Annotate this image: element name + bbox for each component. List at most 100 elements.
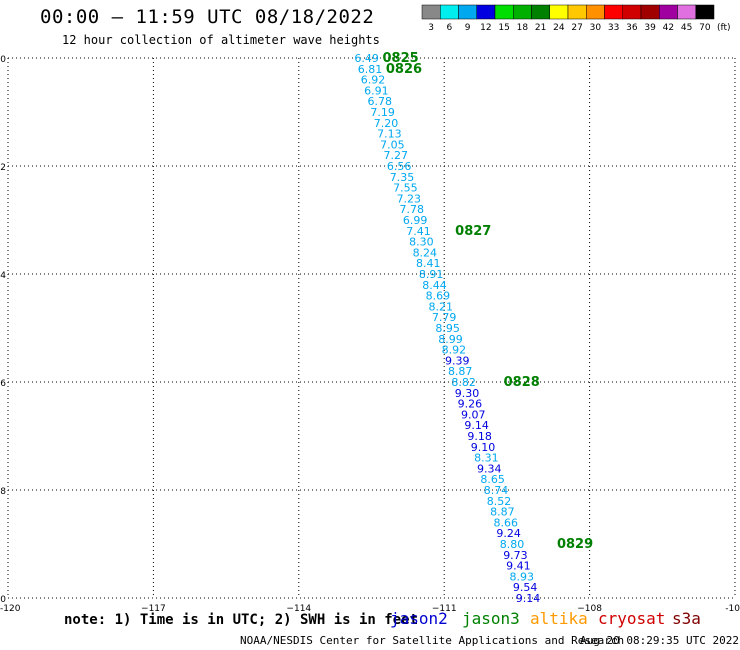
colorbar-label: 70 [699, 23, 711, 33]
generated-timestamp: Aug 20 08:29:35 UTC 2022 [580, 634, 739, 647]
legend-s3a: s3a [672, 609, 701, 628]
colorbar-label: 9 [465, 23, 471, 33]
colorbar-swatch [440, 4, 459, 20]
y-tick-label: -2 [0, 163, 6, 173]
wave-height-label: 8.21 [429, 300, 454, 313]
colorbar-label: 39 [644, 23, 656, 33]
y-tick-label: 0 [0, 55, 6, 65]
colorbar-swatch [622, 4, 642, 20]
x-tick-label: -120 [0, 604, 21, 614]
colorbar-label: 15 [498, 23, 509, 33]
wave-height-label: 7.35 [390, 171, 415, 184]
wave-height-label: 8.93 [509, 570, 534, 583]
wave-height-label: 9.26 [458, 398, 483, 411]
wave-height-label: 7.41 [406, 225, 431, 238]
colorbar-swatch [531, 4, 550, 20]
wave-height-label: 9.73 [503, 549, 528, 562]
wave-height-label: 6.78 [367, 95, 392, 108]
wave-height-label: 7.23 [397, 192, 422, 205]
colorbar-label: 27 [571, 23, 582, 33]
wave-height-label: 7.19 [370, 106, 395, 119]
wave-height-label: 9.54 [513, 581, 538, 594]
wave-height-label: 9.14 [516, 592, 541, 605]
wave-height-label: 7.55 [393, 182, 418, 195]
x-tick-label: −111 [432, 604, 457, 614]
wave-height-label: 6.56 [387, 160, 412, 173]
time-label: 0826 [386, 62, 422, 77]
wave-height-label: 6.49 [354, 52, 379, 65]
wave-height-label: 7.78 [399, 203, 424, 216]
colorbar-swatch [640, 4, 660, 20]
time-label: 0825 [382, 51, 418, 66]
chart-title: 00:00 — 11:59 UTC 08/18/2022 [40, 6, 375, 28]
colorbar-unit: (ft) [717, 23, 731, 33]
wave-height-label: 9.34 [477, 462, 502, 475]
colorbar-swatch [586, 4, 605, 20]
wave-height-label: 6.91 [364, 84, 389, 97]
wave-height-label: 8.91 [419, 268, 444, 281]
x-tick-label: −117 [141, 604, 166, 614]
colorbar-label: 33 [608, 23, 619, 33]
colorbar-label: 3 [428, 23, 434, 33]
wave-height-label: 9.07 [461, 408, 486, 421]
wave-height-label: 8.24 [413, 246, 438, 259]
colorbar-label: 18 [517, 23, 529, 33]
y-tick-label: -8 [0, 487, 6, 497]
colorbar-label: 12 [480, 23, 491, 33]
y-tick-label: -10 [0, 595, 6, 605]
wave-height-label: 7.79 [432, 311, 457, 324]
wave-height-label: 9.41 [506, 560, 531, 573]
wave-height-label: 8.66 [494, 516, 519, 529]
wave-height-label: 9.18 [467, 430, 492, 443]
colorbar-swatch [677, 4, 696, 20]
wave-height-label: 8.31 [474, 452, 499, 465]
wave-height-label: 9.30 [455, 387, 480, 400]
x-tick-label: −108 [577, 604, 602, 614]
wave-height-label: 6.81 [358, 63, 383, 76]
wave-height-label: 8.69 [426, 290, 451, 303]
y-tick-label: -4 [0, 271, 6, 281]
units-note: note: 1) Time is in UTC; 2) SWH is in fe… [64, 612, 419, 628]
wave-height-label: 6.99 [403, 214, 428, 227]
legend-cryosat: cryosat [598, 609, 666, 628]
colorbar-swatch [659, 4, 678, 20]
colorbar-label: 30 [590, 23, 602, 33]
credit-footer: NOAA/NESDIS Center for Satellite Applica… [240, 634, 625, 647]
wave-height-label: 9.14 [464, 419, 489, 432]
colorbar-label: 21 [535, 23, 546, 33]
colorbar-label: 36 [626, 23, 638, 33]
wave-height-label: 8.44 [422, 279, 447, 292]
wave-height-label: 9.39 [445, 354, 470, 367]
wave-height-label: 8.30 [409, 236, 434, 249]
colorbar-label: 45 [681, 23, 692, 33]
y-tick-label: -6 [0, 379, 6, 389]
wave-height-label: 8.52 [487, 495, 512, 508]
wave-height-label: 8.80 [500, 538, 525, 551]
wave-height-label: 9.10 [471, 441, 496, 454]
x-tick-label: −114 [286, 604, 311, 614]
legend-altika: altika [530, 609, 588, 628]
colorbar-label: 6 [447, 23, 453, 33]
wave-height-label: 8.99 [438, 333, 463, 346]
legend-jason2: jason2 [390, 609, 448, 628]
wave-height-label: 7.13 [377, 128, 402, 141]
colorbar-label: 42 [663, 23, 674, 33]
colorbar-label: 24 [553, 23, 565, 33]
wave-height-label: 8.95 [435, 322, 460, 335]
wave-height-label: 7.05 [380, 138, 405, 151]
colorbar-swatch [695, 4, 715, 20]
wave-height-label: 8.87 [490, 506, 515, 519]
wave-height-label: 8.41 [416, 257, 441, 270]
chart-subtitle: 12 hour collection of altimeter wave hei… [62, 33, 380, 47]
time-label: 0828 [504, 375, 540, 390]
colorbar-swatch [549, 4, 569, 20]
wave-height-label: 8.82 [451, 376, 476, 389]
wave-height-label: 7.20 [374, 117, 399, 130]
colorbar-swatch [476, 4, 496, 20]
x-tick-label: -10 [725, 604, 740, 614]
wave-height-label: 6.92 [361, 74, 386, 87]
wave-height-label: 7.27 [383, 149, 408, 162]
wave-height-label: 8.65 [480, 473, 505, 486]
time-label: 0829 [557, 537, 593, 552]
